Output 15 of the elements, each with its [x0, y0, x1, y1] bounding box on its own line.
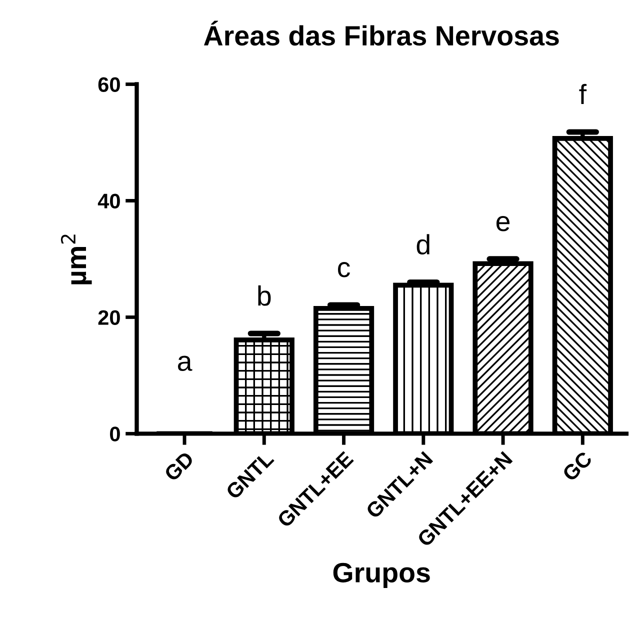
annotation: b [258, 285, 271, 306]
y-tick-label: 60 [98, 77, 120, 92]
annotation: a [178, 356, 192, 372]
annotation: f [579, 84, 587, 104]
annotation: c [338, 262, 350, 278]
annotation: e [496, 216, 510, 232]
y-tick-label: 0 [110, 426, 120, 442]
chart-title: Áreas das Fibras Nervosas [204, 20, 559, 46]
x-tick-label: GD [163, 450, 195, 482]
x-tick-label: GC [562, 450, 594, 482]
y-tick-label: 20 [98, 310, 120, 325]
y-axis-title: µm$^{2}$ [60, 234, 92, 284]
x-axis-title: Grupos [333, 562, 430, 588]
y-tick-label: 40 [98, 194, 120, 208]
annotation: d [416, 234, 430, 255]
